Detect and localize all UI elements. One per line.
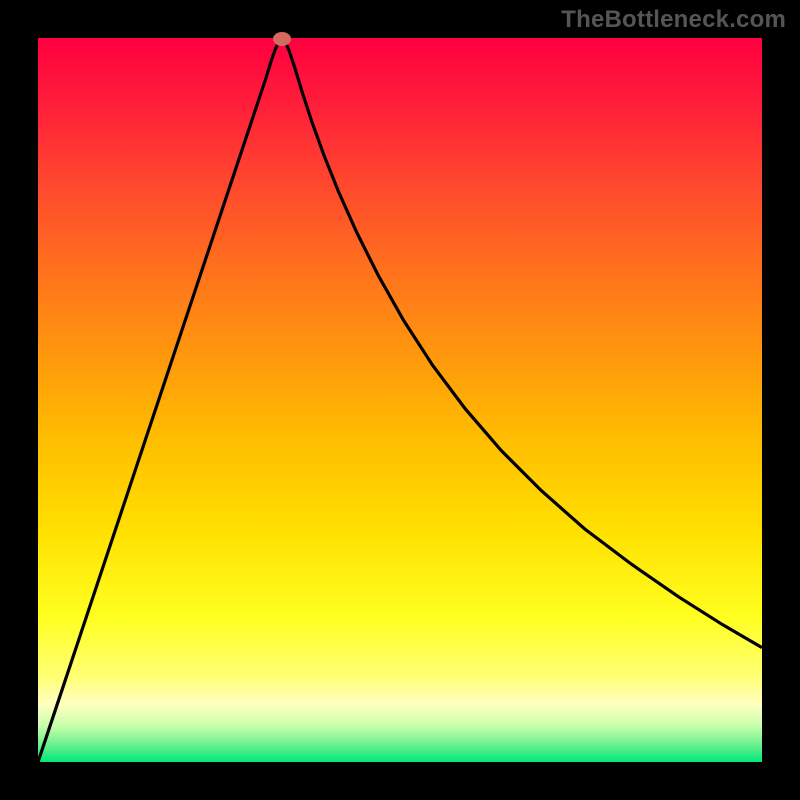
bottleneck-curve [38,38,762,762]
optimum-marker [273,32,291,46]
plot-area [38,38,762,762]
watermark-text: TheBottleneck.com [561,6,786,34]
